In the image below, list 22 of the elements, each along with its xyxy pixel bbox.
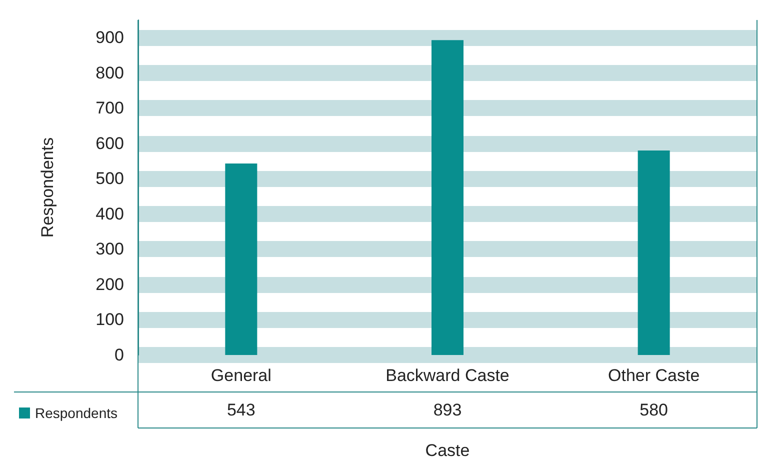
x-tick-label: General [210, 366, 272, 385]
y-tick-label: 600 [96, 134, 124, 153]
data-label: 580 [640, 400, 668, 420]
y-tick-label: 200 [96, 274, 124, 294]
data-label: 893 [433, 400, 462, 420]
x-axis-title: Caste [425, 441, 470, 460]
y-tick-label: 0 [114, 346, 124, 364]
y-tick-label: 700 [96, 98, 124, 118]
bar [225, 164, 258, 355]
y-axis-title: Respondents [38, 137, 57, 238]
legend-label: Respondents [35, 405, 118, 421]
y-tick-label: 900 [96, 28, 124, 48]
data-label: 543 [226, 400, 256, 420]
bar [432, 40, 464, 355]
x-tick-label: Other Caste [608, 366, 700, 385]
y-tick-label: 500 [96, 169, 124, 188]
x-tick-label: Backward Caste [386, 366, 510, 385]
y-tick-label: 100 [96, 310, 124, 330]
y-tick-label: 400 [96, 204, 124, 224]
bar [638, 150, 670, 355]
y-tick-label: 800 [96, 63, 124, 82]
y-tick-label: 300 [96, 240, 124, 259]
